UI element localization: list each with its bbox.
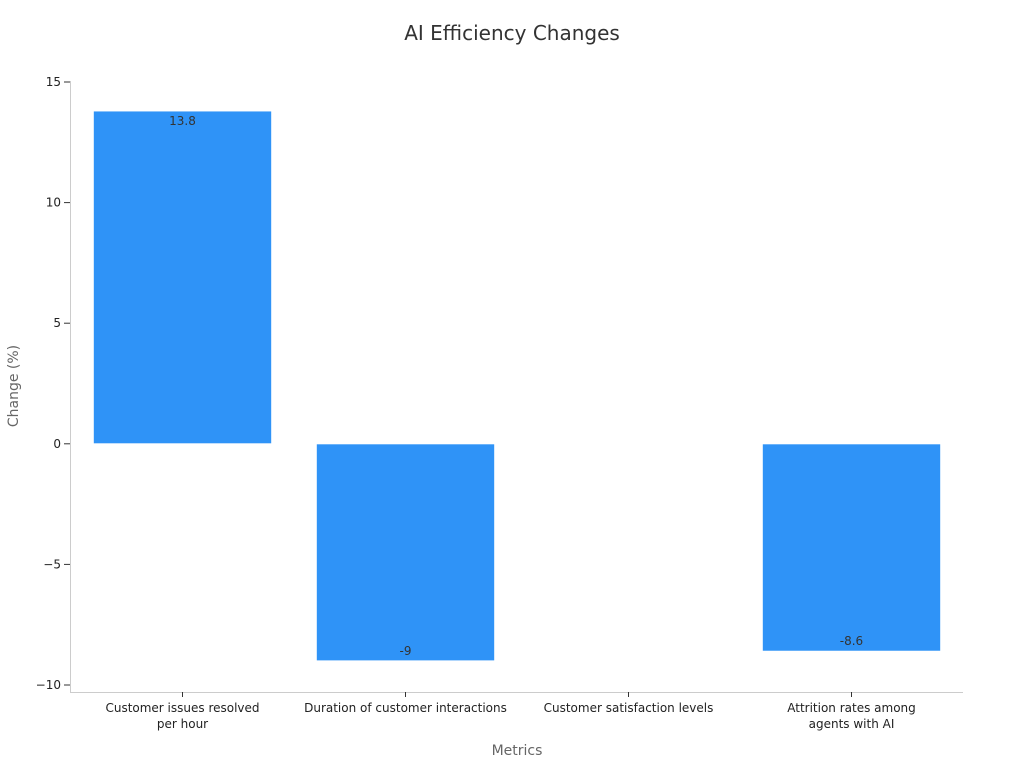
x-tick-label-2-line-0: Customer satisfaction levels — [544, 701, 714, 715]
x-tick-label-3-line-0: Attrition rates among — [787, 701, 916, 715]
bar-1 — [315, 443, 496, 662]
y-axis-ticks: −10 −5 0 5 10 15 — [36, 75, 70, 692]
x-tick-label-3: Attrition rates among agents with AI — [787, 701, 916, 731]
x-axis-ticks: Customer issues resolved per hour Duration… — [105, 692, 916, 731]
x-tick-label-0-line-1: per hour — [157, 717, 208, 731]
x-tick-label-0: Customer issues resolved per hour — [105, 701, 259, 731]
bar-value-label-1: -9 — [400, 644, 412, 658]
y-tick-label-0: −10 — [36, 678, 61, 692]
y-tick-label-2: 0 — [53, 437, 61, 451]
x-tick-label-1-line-0: Duration of customer interactions — [304, 701, 507, 715]
bar-0 — [92, 110, 273, 445]
y-tick-label-1: −5 — [43, 557, 61, 571]
bar-3 — [761, 443, 942, 652]
bar-value-label-3: -8.6 — [840, 634, 863, 648]
x-axis-title: Metrics — [492, 743, 543, 759]
plot-area: 13.8 -9 -8.6 — [92, 110, 942, 662]
x-tick-label-2: Customer satisfaction levels — [544, 701, 714, 715]
bars — [92, 110, 942, 662]
y-tick-label-4: 10 — [46, 196, 61, 210]
bar-labels: 13.8 -9 -8.6 — [169, 114, 863, 658]
x-tick-label-3-line-1: agents with AI — [809, 717, 895, 731]
y-tick-label-5: 15 — [46, 75, 61, 89]
x-tick-label-1: Duration of customer interactions — [304, 701, 507, 715]
y-axis-title: Change (%) — [6, 345, 22, 427]
chart-title: AI Efficiency Changes — [404, 21, 620, 45]
y-tick-label-3: 5 — [53, 316, 61, 330]
bar-value-label-0: 13.8 — [169, 114, 196, 128]
x-tick-label-0-line-0: Customer issues resolved — [105, 701, 259, 715]
